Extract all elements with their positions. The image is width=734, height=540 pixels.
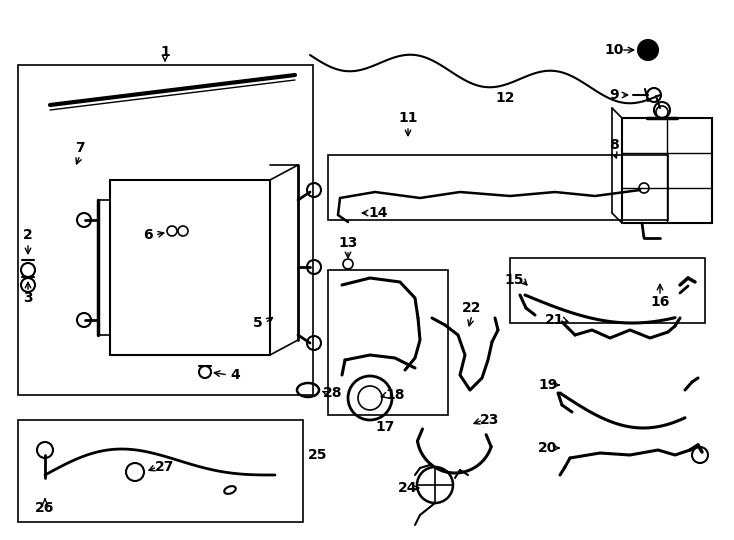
Text: 16: 16 xyxy=(650,295,669,309)
Text: 24: 24 xyxy=(399,481,418,495)
Text: 10: 10 xyxy=(604,43,624,57)
Text: 22: 22 xyxy=(462,301,482,315)
Text: 11: 11 xyxy=(399,111,418,125)
Text: 3: 3 xyxy=(23,291,33,305)
Text: 15: 15 xyxy=(504,273,524,287)
Text: 5: 5 xyxy=(253,316,263,330)
Text: 17: 17 xyxy=(375,420,395,434)
Text: 27: 27 xyxy=(156,460,175,474)
Text: 18: 18 xyxy=(385,388,404,402)
Text: 8: 8 xyxy=(609,138,619,152)
Bar xyxy=(510,258,705,323)
Bar xyxy=(622,118,712,223)
Text: 20: 20 xyxy=(538,441,558,455)
Text: 4: 4 xyxy=(230,368,240,382)
Bar xyxy=(18,65,313,395)
Text: 19: 19 xyxy=(538,378,558,392)
Bar xyxy=(18,420,303,522)
Text: 26: 26 xyxy=(35,501,55,515)
Text: 6: 6 xyxy=(143,228,153,242)
Text: 13: 13 xyxy=(338,236,357,250)
Text: 9: 9 xyxy=(609,88,619,102)
Text: 2: 2 xyxy=(23,228,33,242)
Text: 14: 14 xyxy=(368,206,388,220)
Bar xyxy=(328,270,448,415)
Text: 1: 1 xyxy=(160,45,170,59)
Text: 21: 21 xyxy=(545,313,564,327)
Text: 7: 7 xyxy=(75,141,85,155)
Text: 25: 25 xyxy=(308,448,328,462)
Text: 12: 12 xyxy=(495,91,515,105)
Circle shape xyxy=(638,40,658,60)
Text: 23: 23 xyxy=(480,413,500,427)
Text: 28: 28 xyxy=(323,386,343,400)
Bar xyxy=(328,155,668,220)
